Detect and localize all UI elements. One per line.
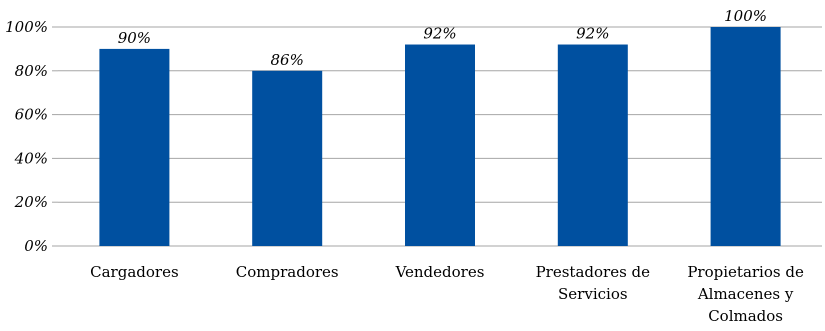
category-label: Cargadores: [90, 263, 179, 281]
bar: [405, 44, 475, 246]
category-label: Vendedores: [395, 263, 485, 281]
bar: [557, 44, 628, 246]
data-label: 100%: [724, 7, 767, 25]
y-tick-label: 20%: [14, 193, 48, 211]
category-label: Compradores: [236, 263, 339, 281]
y-tick-label: 0%: [24, 237, 48, 255]
data-label: 90%: [118, 29, 151, 47]
bar: [252, 70, 323, 246]
bars: [99, 27, 781, 247]
y-tick-label: 80%: [15, 62, 48, 80]
data-label: 92%: [423, 25, 456, 43]
data-labels: 90% 86% 92% 92% 100%: [118, 7, 767, 69]
data-label: 86%: [271, 51, 304, 69]
category-label: Prestadores de Servicios: [536, 263, 651, 303]
bar: [710, 27, 781, 246]
y-axis-ticks: 0% 20% 40% 60% 80% 100%: [5, 18, 48, 255]
data-label: 92%: [576, 25, 609, 43]
y-tick-label: 40%: [14, 149, 48, 167]
category-label: Propietarios de Almacenes y Colmados: [687, 263, 804, 325]
y-tick-label: 60%: [15, 106, 48, 124]
bar: [99, 48, 170, 247]
x-axis-categories: Cargadores Compradores Vendedores Prestador…: [90, 263, 804, 325]
y-tick-label: 100%: [5, 18, 48, 36]
